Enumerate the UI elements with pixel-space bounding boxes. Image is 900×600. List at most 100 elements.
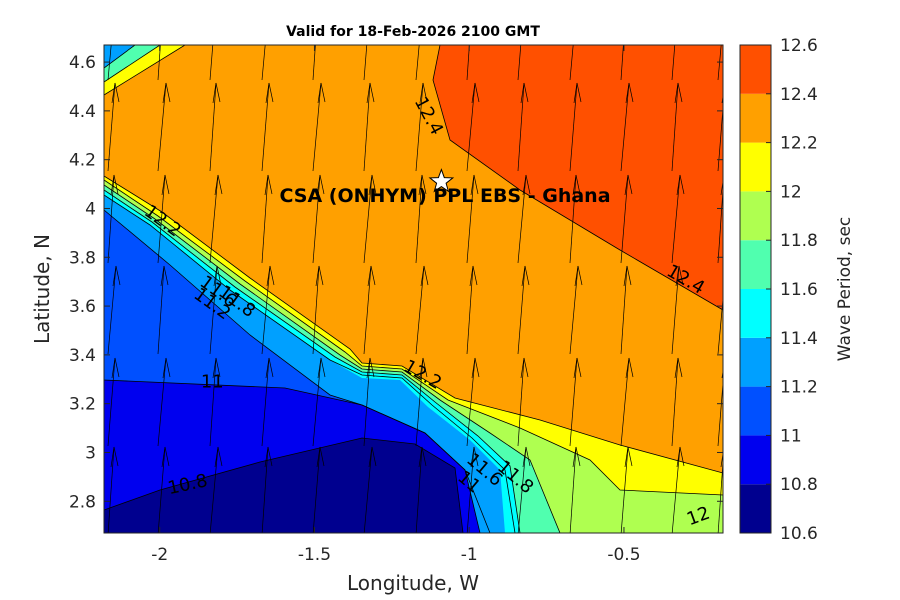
colorbar-segment: [740, 289, 771, 338]
wave-arrow: [717, 295, 723, 355]
wave-arrow: [157, 446, 166, 533]
x-axis-label: Longitude, W: [347, 571, 479, 595]
band-10-8-11-0: [104, 380, 480, 533]
wave-arrow-head: [676, 446, 685, 468]
y-tick-label: 3.6: [69, 297, 96, 317]
wave-arrow: [107, 265, 117, 355]
y-tick-label: 3.2: [69, 395, 96, 415]
wave-arrow: [569, 265, 579, 355]
band-12-2-12-4: [104, 45, 723, 473]
wave-arrow: [671, 446, 681, 533]
wave-arrow-head: [674, 357, 683, 379]
wave-arrow-head: [214, 446, 223, 468]
wave-arrow-head: [265, 82, 274, 104]
wave-arrow: [261, 174, 269, 264]
wave-arrow: [209, 357, 217, 447]
axes-box: [103, 44, 724, 534]
wave-arrow: [209, 174, 219, 264]
x-tick-label: -1.5: [298, 545, 331, 565]
wave-arrow-head: [110, 446, 119, 468]
wave-arrow: [261, 45, 266, 81]
wave-arrow-head: [212, 82, 221, 104]
wave-arrow: [415, 357, 424, 447]
colorbar-label: Wave Period, sec: [835, 217, 855, 362]
wave-arrow-head: [574, 265, 583, 287]
wave-arrow: [209, 82, 217, 172]
wave-arrow: [415, 82, 424, 172]
y-axis-ticks: 2.8 3 3.2 3.4 3.6 3.8 4 4.2 4.4 4.6: [69, 53, 723, 512]
wave-arrow-head: [419, 357, 428, 379]
wave-arrow: [671, 357, 679, 447]
contour-line-11-0: [104, 379, 491, 533]
y-tick-label: 4.2: [69, 151, 96, 171]
colorbar-tick-label: 10.8: [780, 475, 818, 495]
wave-arrow-head: [264, 446, 273, 468]
contour-label: 11: [201, 372, 224, 393]
y-tick-label: 3: [85, 443, 96, 463]
wave-arrow: [466, 82, 476, 172]
site-star-marker: [428, 168, 455, 193]
wave-arrow: [209, 265, 218, 355]
y-tick-label: 3.4: [69, 346, 96, 366]
wave-arrow: [107, 45, 112, 81]
y-axis-label: Latitude, N: [30, 234, 54, 344]
colorbar-tick-label: 12: [780, 182, 802, 202]
band-12-0-12-2: [104, 176, 723, 495]
wave-arrow-head: [162, 357, 171, 379]
wave-arrow-head: [469, 265, 478, 287]
band-11-8-12-0: [104, 180, 723, 533]
wave-arrow: [312, 45, 316, 81]
wave-arrow: [671, 174, 681, 264]
colorbar: 10.6 10.8 11 11.2 11.4 11.6 11.8 12 12.2 12.4 12.6: [740, 36, 818, 544]
contour-line-11-4: [104, 194, 516, 533]
colorbar-segment: [740, 45, 771, 94]
wave-arrow-head: [419, 82, 428, 104]
wave-arrow-head: [110, 174, 119, 196]
wave-arrow-head: [111, 82, 120, 104]
wave-arrow: [209, 446, 219, 533]
wave-arrow: [107, 446, 115, 533]
colorbar-tick-label: 11.6: [780, 280, 818, 300]
wave-arrow-head: [625, 82, 634, 104]
wave-arrow: [466, 265, 474, 355]
wave-arrow: [620, 174, 629, 264]
contour-line-11-6: [104, 189, 521, 533]
wave-arrow-head: [265, 357, 274, 379]
wave-arrow: [261, 82, 270, 172]
wave-arrow: [363, 45, 368, 81]
wave-arrow-head: [316, 446, 325, 468]
wave-direction-arrows: [107, 45, 723, 533]
wave-arrow-head: [521, 265, 530, 287]
wave-arrow: [517, 446, 527, 533]
wave-arrow: [415, 45, 420, 81]
wave-arrow-head: [111, 357, 120, 379]
wave-arrow-head: [573, 357, 582, 379]
wave-arrow-head: [675, 265, 684, 287]
colorbar-tick-label: 12.6: [780, 36, 818, 56]
wave-arrow: [415, 265, 425, 355]
y-tick-label: 3.8: [69, 248, 96, 268]
wave-arrow: [620, 265, 628, 355]
wave-arrow: [717, 45, 722, 81]
wave-arrow-head: [367, 265, 376, 287]
wave-arrow-head: [160, 265, 169, 287]
contour-line-corner-b: [104, 45, 161, 83]
chart-title: Valid for 18-Feb-2026 2100 GMT: [286, 24, 540, 40]
wave-arrow-head: [418, 446, 427, 468]
wave-arrow: [157, 82, 167, 172]
wave-arrow-head: [315, 265, 324, 287]
contour-line-12-2: [104, 175, 723, 474]
x-tick-label: -1: [461, 545, 478, 565]
wave-arrow: [466, 357, 476, 447]
wave-arrow: [157, 174, 166, 264]
wave-arrow: [717, 378, 723, 447]
band-10-6-10-8: [104, 438, 463, 533]
wave-arrow: [415, 174, 423, 264]
wave-arrow: [517, 357, 525, 447]
colorbar-segment: [740, 191, 771, 241]
wave-arrow: [107, 174, 115, 264]
colorbar-tick-label: 11.4: [780, 329, 818, 349]
band-12-4-12-6: [433, 45, 723, 310]
wave-arrow-head: [720, 451, 723, 468]
wave-arrow: [312, 82, 322, 172]
